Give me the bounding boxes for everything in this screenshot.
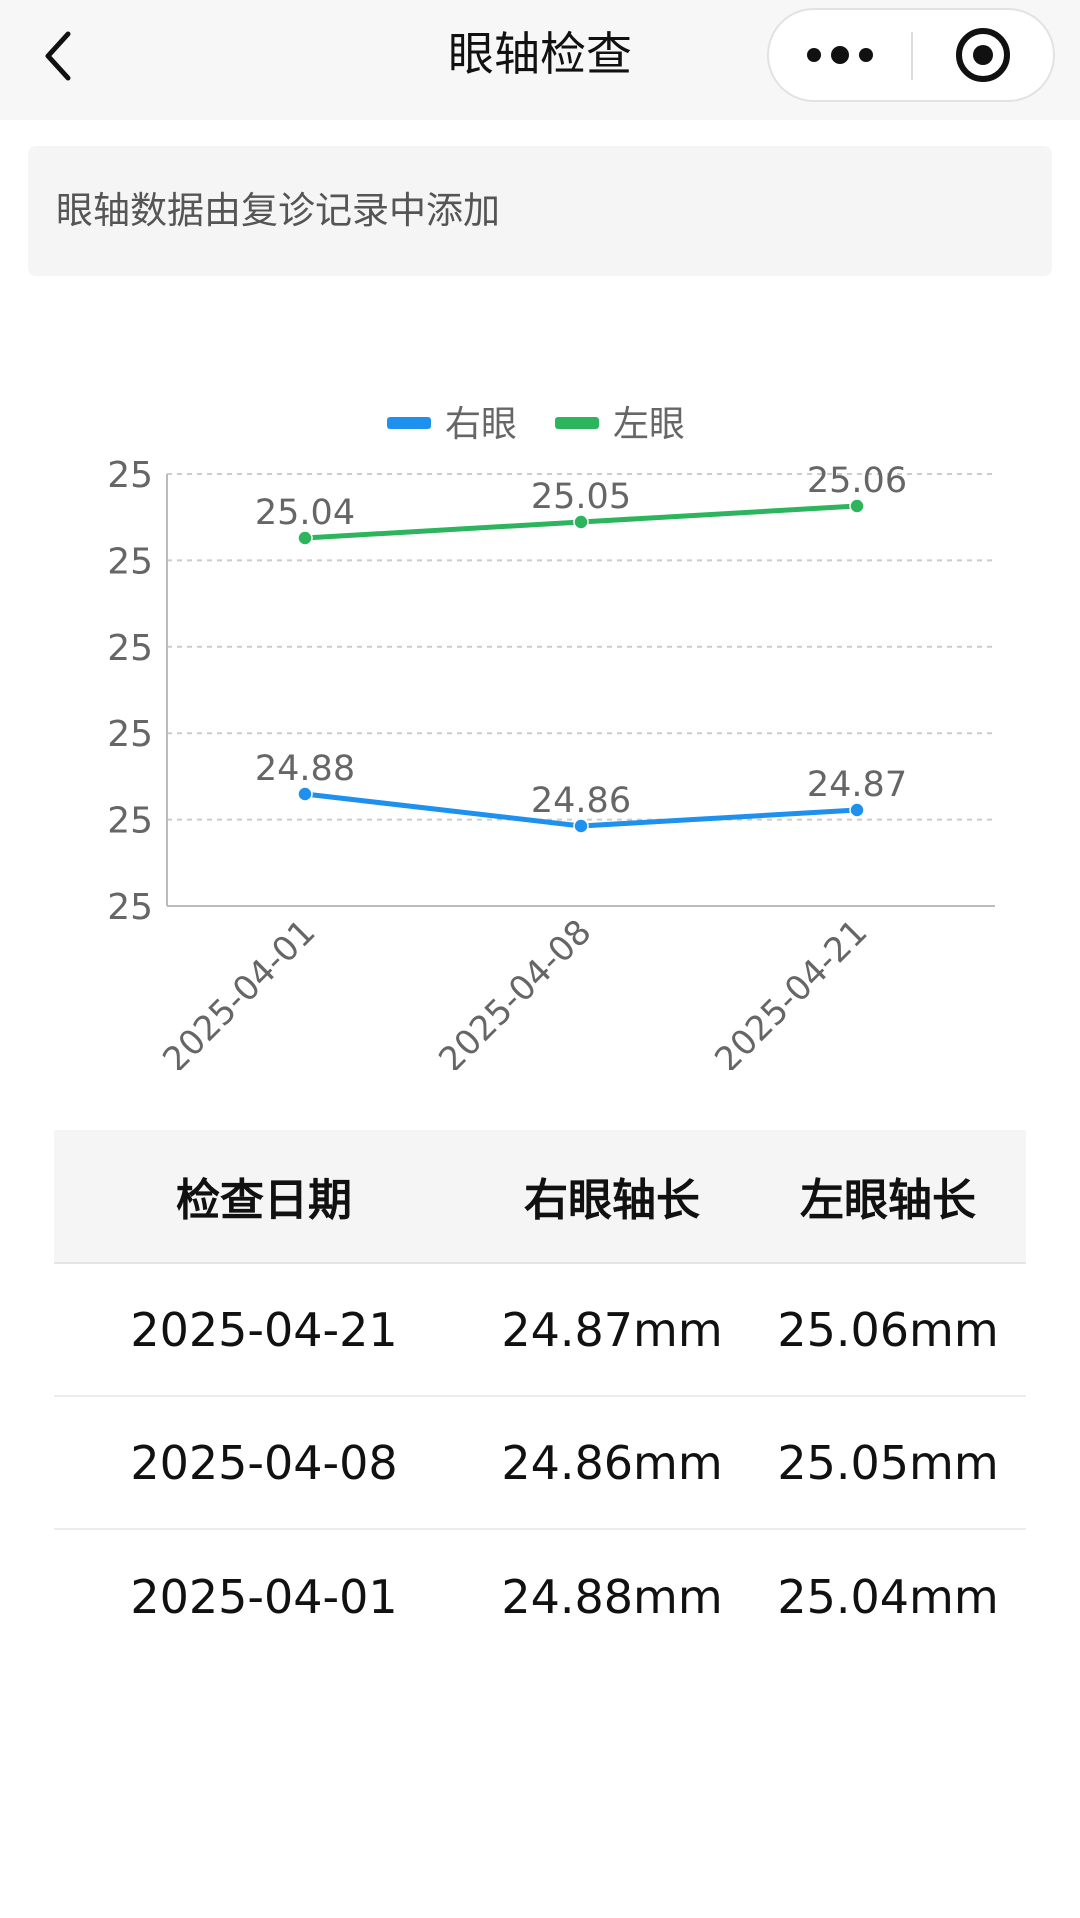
data-label: 24.87 [807, 765, 907, 805]
axial-length-table: 检查日期 右眼轴长 左眼轴长 2025-04-21 24.87mm 25.06m… [54, 1130, 1026, 1663]
legend-swatch [387, 417, 431, 429]
header-date: 检查日期 [176, 1175, 352, 1226]
x-tick-label: 2025-04-08 [431, 912, 599, 1070]
y-tick-label: 25 [107, 628, 153, 669]
data-label: 25.04 [255, 493, 355, 533]
row-right-eye: 24.86mm [501, 1435, 723, 1490]
info-notice: 眼轴数据由复诊记录中添加 [28, 146, 1052, 276]
data-point [297, 530, 313, 546]
table-header: 检查日期 右眼轴长 左眼轴长 [54, 1130, 1026, 1264]
y-tick-label: 25 [107, 714, 153, 755]
more-dots-icon [807, 46, 873, 64]
legend-label: 右眼 [445, 404, 517, 445]
data-label: 25.05 [531, 477, 631, 517]
data-label: 24.88 [255, 749, 355, 789]
row-right-eye: 24.87mm [501, 1302, 723, 1357]
page-title: 眼轴检查 [448, 27, 632, 81]
y-tick-label: 25 [107, 887, 153, 928]
y-tick-label: 25 [107, 801, 153, 842]
row-date: 2025-04-21 [130, 1302, 398, 1357]
row-right-eye: 24.88mm [501, 1569, 723, 1624]
data-label: 25.06 [807, 461, 907, 501]
table-row: 2025-04-21 24.87mm 25.06mm [54, 1264, 1026, 1397]
data-point [849, 802, 865, 818]
x-tick-label: 2025-04-21 [707, 912, 875, 1070]
legend-swatch [555, 417, 599, 429]
mini-program-capsule [767, 8, 1055, 102]
header-left-eye: 左眼轴长 [800, 1175, 976, 1226]
close-button[interactable] [913, 10, 1053, 100]
table-row: 2025-04-01 24.88mm 25.04mm [54, 1530, 1026, 1663]
back-button[interactable] [38, 26, 82, 86]
data-point [573, 818, 589, 834]
header-right-eye: 右眼轴长 [524, 1175, 700, 1226]
navigation-bar: 眼轴检查 [0, 0, 1080, 120]
more-button[interactable] [769, 10, 911, 100]
data-label: 24.86 [531, 781, 631, 821]
axial-length-chart: 25 25 25 25 25 25 2025-04-01 2025-04-08 2025-04-… [0, 390, 1080, 1070]
row-left-eye: 25.04mm [777, 1569, 999, 1624]
data-point [573, 514, 589, 530]
legend-label: 左眼 [613, 404, 685, 445]
y-tick-label: 25 [107, 455, 153, 496]
notice-text: 眼轴数据由复诊记录中添加 [56, 189, 500, 232]
chevron-left-icon [45, 31, 71, 81]
data-point [297, 786, 313, 802]
target-close-icon [956, 28, 1010, 82]
capsule-divider [911, 32, 913, 80]
data-point [849, 498, 865, 514]
row-left-eye: 25.06mm [777, 1302, 999, 1357]
y-tick-label: 25 [107, 541, 153, 582]
table-row: 2025-04-08 24.86mm 25.05mm [54, 1397, 1026, 1530]
row-date: 2025-04-01 [130, 1569, 398, 1624]
x-tick-label: 2025-04-01 [155, 912, 323, 1070]
row-left-eye: 25.05mm [777, 1435, 999, 1490]
row-date: 2025-04-08 [130, 1435, 398, 1490]
